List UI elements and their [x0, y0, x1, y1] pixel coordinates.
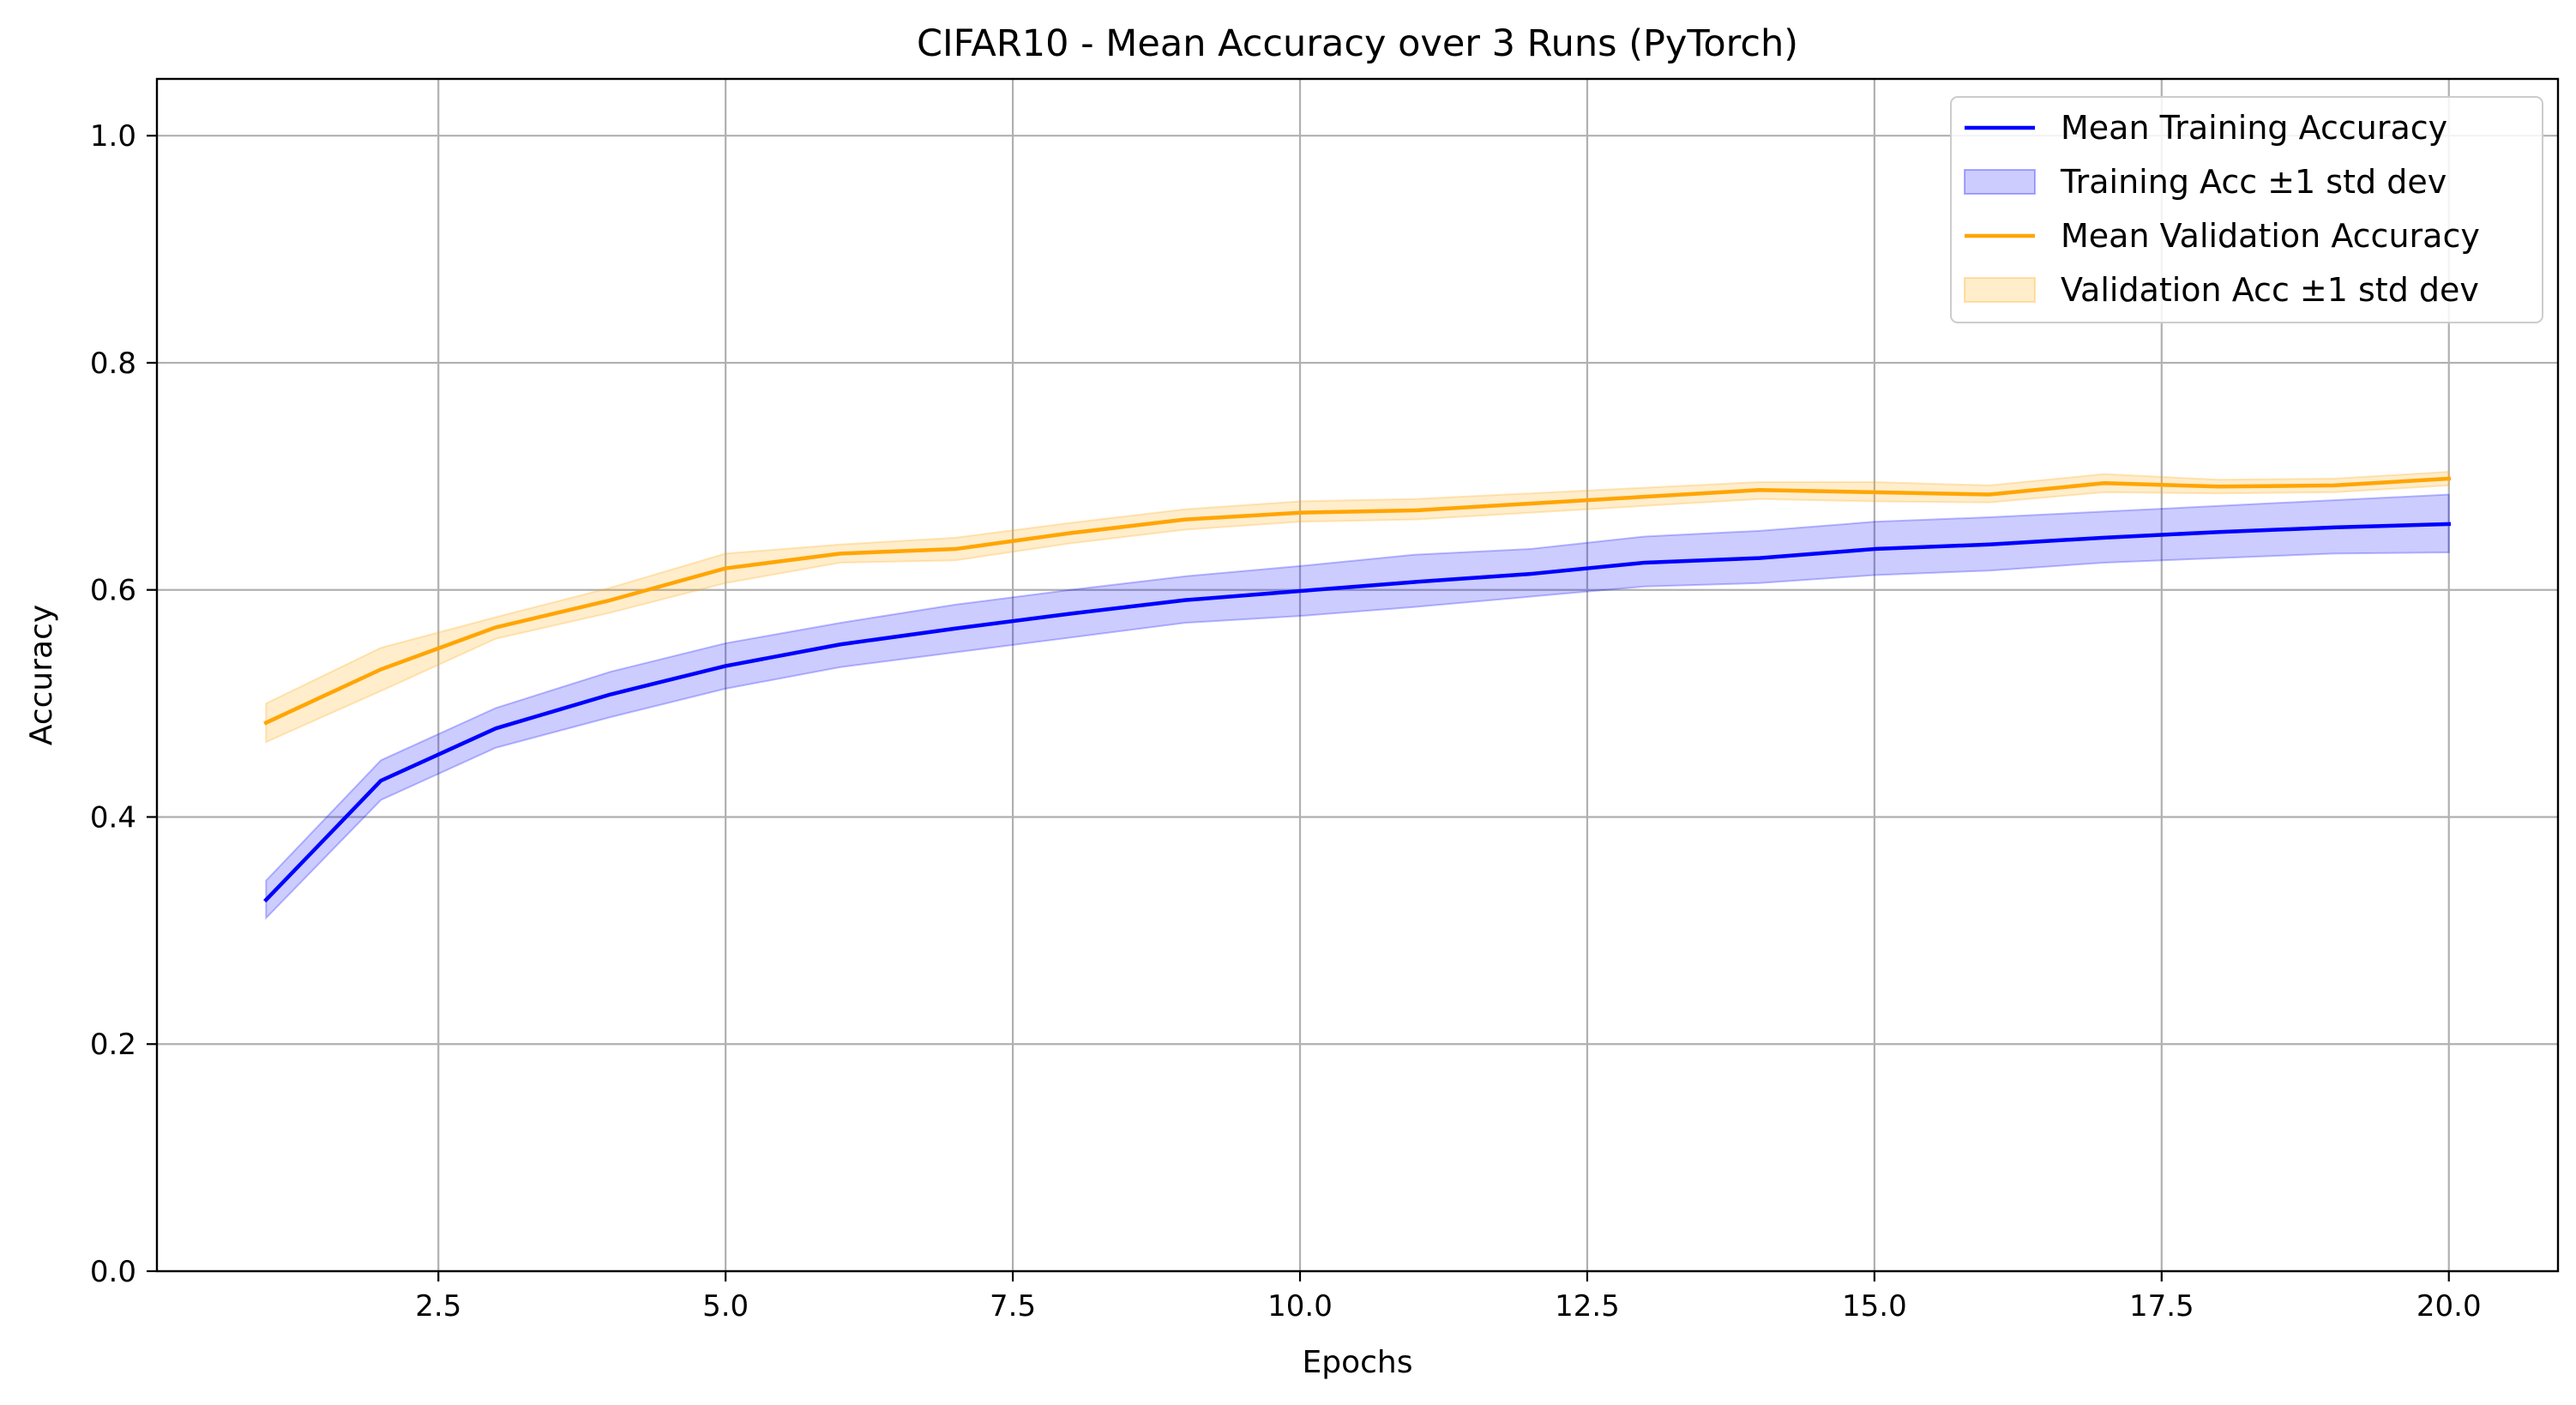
legend-box — [1950, 96, 2543, 323]
x-axis-ticks: 2.5 5.0 7.5 10.0 12.5 15.0 17.5 20.0 — [415, 1271, 2482, 1324]
legend-band-swatch — [1964, 169, 2036, 195]
x-tick-label: 7.5 — [990, 1289, 1036, 1324]
x-tick-label: 5.0 — [702, 1289, 749, 1324]
training-std-band — [265, 493, 2450, 920]
x-axis-label: Epochs — [1303, 1345, 1413, 1380]
legend-label: Validation Acc ±1 std dev — [2061, 271, 2479, 309]
std-dev-bands — [265, 470, 2450, 920]
y-axis-ticks: 0.0 0.2 0.4 0.6 0.8 1.0 — [90, 119, 157, 1289]
x-tick-label: 17.5 — [2129, 1289, 2194, 1324]
plot-frame — [155, 77, 2560, 1273]
legend-band-swatch — [1964, 277, 2036, 303]
legend-label: Training Acc ±1 std dev — [2060, 163, 2447, 201]
x-tick-label: 15.0 — [1842, 1289, 1907, 1324]
validation-std-band — [265, 470, 2450, 744]
training-mean-line — [263, 522, 2452, 903]
y-tick-label: 0.8 — [90, 347, 136, 381]
y-tick-label: 1.0 — [90, 119, 136, 154]
x-tick-label: 12.5 — [1555, 1289, 1620, 1324]
legend-label: Mean Training Accuracy — [2061, 109, 2447, 147]
validation-mean-line — [263, 476, 2452, 726]
x-tick-label: 2.5 — [415, 1289, 461, 1324]
legend-label: Mean Validation Accuracy — [2061, 217, 2480, 255]
chart-title: CIFAR10 - Mean Accuracy over 3 Runs (PyT… — [917, 22, 1798, 65]
chart-legend: Mean Training Accuracy Training Acc ±1 st… — [1950, 96, 2543, 323]
x-tick-label: 10.0 — [1267, 1289, 1333, 1324]
y-axis-label: Accuracy — [24, 605, 59, 745]
y-tick-label: 0.0 — [90, 1255, 136, 1289]
y-tick-label: 0.4 — [90, 800, 136, 835]
y-tick-label: 0.6 — [90, 574, 136, 608]
mean-lines — [263, 476, 2452, 903]
x-tick-label: 20.0 — [2417, 1289, 2482, 1324]
y-tick-label: 0.2 — [90, 1028, 136, 1062]
